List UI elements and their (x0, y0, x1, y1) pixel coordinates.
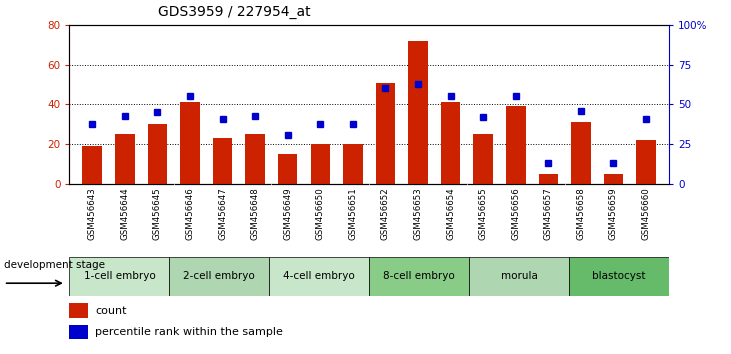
Bar (311, 144, 330, 184)
Text: GSM456653: GSM456653 (414, 187, 423, 240)
Bar (506, 107, 526, 184)
Text: 1-cell embryo: 1-cell embryo (83, 271, 155, 281)
Bar (369, 257, 469, 296)
Bar (539, 174, 558, 184)
Bar (246, 134, 265, 184)
Bar (571, 122, 591, 184)
Text: GSM456656: GSM456656 (511, 187, 520, 240)
Text: percentile rank within the sample: percentile rank within the sample (95, 327, 283, 337)
Bar (213, 138, 232, 184)
Text: 4-cell embryo: 4-cell embryo (284, 271, 355, 281)
Text: GDS3959 / 227954_at: GDS3959 / 227954_at (158, 5, 310, 19)
Bar (441, 102, 461, 184)
Text: GSM456652: GSM456652 (381, 187, 390, 240)
Text: GSM456644: GSM456644 (121, 187, 129, 240)
Text: GSM456659: GSM456659 (609, 187, 618, 240)
Text: GSM456660: GSM456660 (642, 187, 651, 240)
Text: morula: morula (501, 271, 537, 281)
Text: GSM456645: GSM456645 (153, 187, 162, 240)
Bar (148, 124, 167, 184)
Bar (604, 174, 624, 184)
Bar (69, 303, 88, 318)
Text: 2-cell embryo: 2-cell embryo (183, 271, 255, 281)
Text: GSM456650: GSM456650 (316, 187, 325, 240)
Text: GSM456655: GSM456655 (479, 187, 488, 240)
Text: count: count (95, 306, 126, 316)
Bar (69, 325, 88, 339)
Bar (569, 257, 669, 296)
Bar (181, 102, 200, 184)
Bar (170, 257, 269, 296)
Bar (278, 154, 298, 184)
Bar (408, 41, 428, 184)
Bar (343, 144, 363, 184)
Text: development stage: development stage (4, 261, 105, 270)
Bar (83, 146, 102, 184)
Text: blastocyst: blastocyst (592, 271, 645, 281)
Text: 8-cell embryo: 8-cell embryo (383, 271, 455, 281)
Bar (469, 257, 569, 296)
Text: GSM456649: GSM456649 (283, 187, 292, 240)
Bar (376, 82, 395, 184)
Bar (269, 257, 369, 296)
Bar (474, 134, 493, 184)
Text: GSM456643: GSM456643 (88, 187, 96, 240)
Text: GSM456658: GSM456658 (577, 187, 586, 240)
Text: GSM456647: GSM456647 (218, 187, 227, 240)
Text: GSM456648: GSM456648 (251, 187, 260, 240)
Text: GSM456657: GSM456657 (544, 187, 553, 240)
Bar (636, 140, 656, 184)
Text: GSM456654: GSM456654 (446, 187, 455, 240)
Bar (115, 134, 135, 184)
Text: GSM456651: GSM456651 (349, 187, 357, 240)
Bar (69, 257, 170, 296)
Text: GSM456646: GSM456646 (186, 187, 194, 240)
